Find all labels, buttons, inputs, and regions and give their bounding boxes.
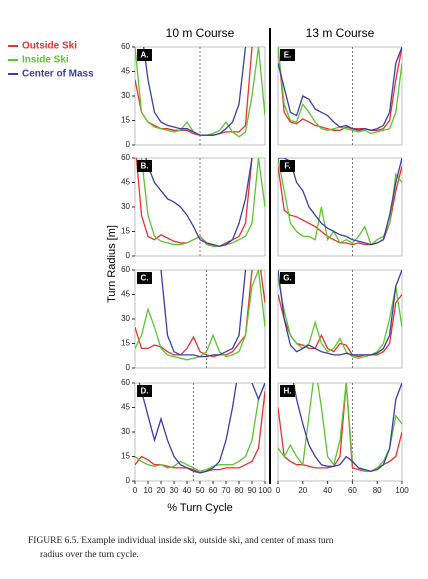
x-axis-label: % Turn Cycle bbox=[167, 502, 232, 514]
panel-frame bbox=[277, 157, 403, 257]
series-line bbox=[278, 47, 402, 135]
series-line bbox=[278, 47, 402, 131]
column-title: 13 m Course bbox=[306, 26, 375, 40]
series-line bbox=[278, 166, 402, 246]
legend-label: Center of Mass bbox=[22, 69, 94, 80]
y-tick-label: 45 bbox=[121, 290, 130, 299]
series-line bbox=[160, 270, 247, 358]
series-line bbox=[138, 383, 265, 474]
x-tick-label: 20 bbox=[157, 486, 166, 495]
panel-label: A. bbox=[141, 51, 149, 60]
series-line bbox=[145, 158, 253, 247]
series-line bbox=[135, 391, 265, 474]
y-tick-label: 45 bbox=[121, 403, 130, 412]
x-tick-label: 0 bbox=[133, 486, 138, 495]
y-tick-label: 30 bbox=[121, 427, 130, 436]
y-tick-label: 45 bbox=[121, 67, 130, 76]
y-tick-label: 30 bbox=[121, 91, 130, 100]
y-axis-label: Turn Radius [m] bbox=[106, 225, 118, 303]
legend-label: Outside Ski bbox=[22, 41, 77, 52]
series-line bbox=[278, 270, 402, 356]
series-line bbox=[278, 294, 402, 358]
y-tick-label: 15 bbox=[121, 227, 130, 236]
y-tick-label: 0 bbox=[126, 476, 131, 485]
series-line bbox=[135, 270, 265, 358]
y-tick-label: 45 bbox=[121, 178, 130, 187]
y-tick-label: 30 bbox=[121, 314, 130, 323]
panel-label: G. bbox=[283, 274, 291, 283]
panel-label-box bbox=[137, 272, 152, 284]
y-tick-label: 30 bbox=[121, 202, 130, 211]
series-line bbox=[278, 278, 402, 359]
y-tick-label: 60 bbox=[121, 153, 130, 162]
series-line bbox=[135, 270, 265, 361]
series-line bbox=[140, 158, 265, 247]
y-tick-label: 15 bbox=[121, 339, 130, 348]
x-tick-label: 100 bbox=[395, 486, 409, 495]
y-tick-label: 15 bbox=[121, 116, 130, 125]
x-tick-label: 50 bbox=[196, 486, 205, 495]
series-line bbox=[143, 47, 247, 136]
x-tick-label: 90 bbox=[248, 486, 257, 495]
y-tick-label: 0 bbox=[126, 251, 131, 260]
series-line bbox=[278, 47, 402, 131]
x-tick-label: 10 bbox=[144, 486, 153, 495]
x-tick-label: 80 bbox=[235, 486, 244, 495]
x-tick-label: 20 bbox=[298, 486, 307, 495]
x-tick-label: 40 bbox=[183, 486, 192, 495]
x-tick-label: 100 bbox=[258, 486, 272, 495]
series-line bbox=[278, 383, 402, 472]
panel-label-box bbox=[280, 385, 295, 397]
y-tick-label: 60 bbox=[121, 378, 130, 387]
column-title: 10 m Course bbox=[166, 26, 235, 40]
y-tick-label: 60 bbox=[121, 42, 130, 51]
y-tick-label: 0 bbox=[126, 140, 131, 149]
x-tick-label: 40 bbox=[323, 486, 332, 495]
panel-label-box bbox=[137, 385, 152, 397]
panel-label-box bbox=[137, 160, 152, 172]
panel-label: C. bbox=[141, 274, 149, 283]
panel-label: F. bbox=[284, 162, 290, 171]
panel-frame bbox=[134, 269, 266, 369]
caption: radius over the turn cycle. bbox=[40, 550, 139, 560]
panel-label-box bbox=[280, 160, 295, 172]
panel-label-box bbox=[280, 272, 295, 284]
x-tick-label: 60 bbox=[348, 486, 357, 495]
x-tick-label: 70 bbox=[222, 486, 231, 495]
panel-label: H. bbox=[284, 387, 292, 396]
y-tick-label: 0 bbox=[126, 363, 131, 372]
y-tick-label: 60 bbox=[121, 265, 130, 274]
x-tick-label: 0 bbox=[276, 486, 281, 495]
panel-frame bbox=[277, 269, 403, 369]
series-line bbox=[278, 158, 402, 246]
series-line bbox=[135, 383, 265, 472]
panel-label: D. bbox=[141, 387, 149, 396]
panel-label: E. bbox=[284, 51, 292, 60]
series-line bbox=[292, 383, 402, 472]
x-tick-label: 60 bbox=[209, 486, 218, 495]
panel-frame bbox=[277, 46, 403, 146]
panel-label: B. bbox=[141, 162, 149, 171]
panel-label-box bbox=[137, 49, 152, 61]
caption: FIGURE 6.5. Example individual inside sk… bbox=[28, 535, 334, 546]
x-tick-label: 80 bbox=[373, 486, 382, 495]
x-tick-label: 30 bbox=[170, 486, 179, 495]
y-tick-label: 15 bbox=[121, 452, 130, 461]
panel-label-box bbox=[280, 49, 295, 61]
legend-label: Inside Ski bbox=[22, 55, 69, 66]
series-line bbox=[278, 158, 402, 246]
